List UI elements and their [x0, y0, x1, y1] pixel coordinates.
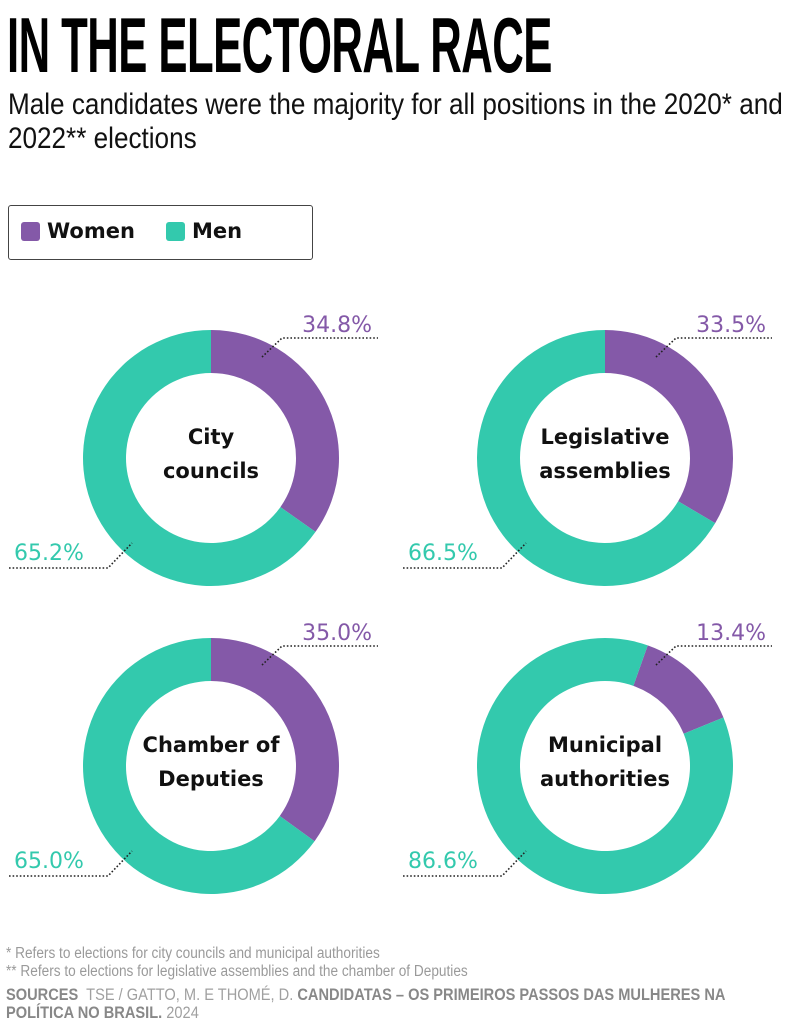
leader-line-men — [9, 850, 133, 877]
legend-item-women: Women — [21, 219, 135, 243]
leader-line-women — [261, 645, 378, 666]
slice-men — [477, 330, 716, 586]
legend-label-women: Women — [47, 219, 135, 243]
leader-line-men — [9, 542, 133, 569]
legend-item-men: Men — [166, 219, 242, 243]
sources-title: CANDIDATAS – OS PRIMEIROS PASSOS DAS MUL… — [6, 985, 725, 1022]
leader-line-men — [403, 850, 527, 877]
legend-label-men: Men — [192, 219, 243, 243]
slice-women — [211, 638, 339, 842]
pct-label-women: 33.5% — [696, 313, 766, 338]
legend-swatch-men — [166, 221, 185, 241]
donut-chart-0: City councils 34.8% 65.2% — [9, 313, 378, 586]
slice-men — [83, 330, 316, 586]
pct-label-women: 13.4% — [696, 621, 766, 646]
slice-women — [633, 645, 724, 734]
center-label-line-0: Chamber of — [143, 733, 281, 757]
pct-label-women: 34.8% — [302, 313, 372, 338]
pct-label-men: 86.6% — [408, 849, 478, 874]
center-label-line-0: Municipal — [548, 733, 662, 757]
slice-women — [211, 330, 340, 532]
slice-women — [605, 330, 734, 524]
chart-title: IN THE ELECTORAL RACE — [7, 1, 552, 89]
legend-swatch-women — [21, 221, 40, 241]
leader-line-women — [655, 337, 772, 358]
center-label-line-0: City — [188, 425, 235, 449]
donut-chart-3: Municipal authorities 13.4% 86.6% — [403, 621, 772, 894]
center-label-line-0: Legislative — [541, 425, 670, 449]
donut-chart-2: Chamber of Deputies 35.0% 65.0% — [9, 621, 378, 895]
sources: SOURCES TSE / GATTO, M. E THOMÉ, D. CAND… — [6, 986, 728, 1022]
pct-label-men: 65.2% — [14, 541, 84, 566]
center-label-line-1: councils — [163, 459, 259, 483]
slice-men — [477, 638, 733, 894]
leader-line-women — [655, 645, 772, 666]
leader-line-men — [403, 542, 527, 569]
footnote-1: * Refers to elections for city councils … — [6, 945, 380, 962]
sources-year: 2024 — [166, 1003, 199, 1022]
pct-label-men: 66.5% — [408, 541, 478, 566]
sources-label: SOURCES — [6, 985, 79, 1004]
slice-men — [82, 638, 315, 895]
pct-label-women: 35.0% — [302, 621, 372, 646]
center-label-line-1: assemblies — [539, 459, 670, 483]
legend: Women Men — [8, 205, 313, 260]
chart-subtitle: Male candidates were the majority for al… — [8, 88, 783, 155]
sources-authors: TSE / GATTO, M. E THOMÉ, D. — [86, 985, 294, 1004]
center-label-line-1: Deputies — [158, 767, 264, 791]
leader-line-women — [261, 337, 378, 358]
donut-chart-1: Legislative assemblies 33.5% 66.5% — [403, 313, 772, 586]
pct-label-men: 65.0% — [14, 849, 84, 874]
center-label-line-1: authorities — [540, 767, 670, 791]
footnote-2: ** Refers to elections for legislative a… — [6, 963, 468, 980]
